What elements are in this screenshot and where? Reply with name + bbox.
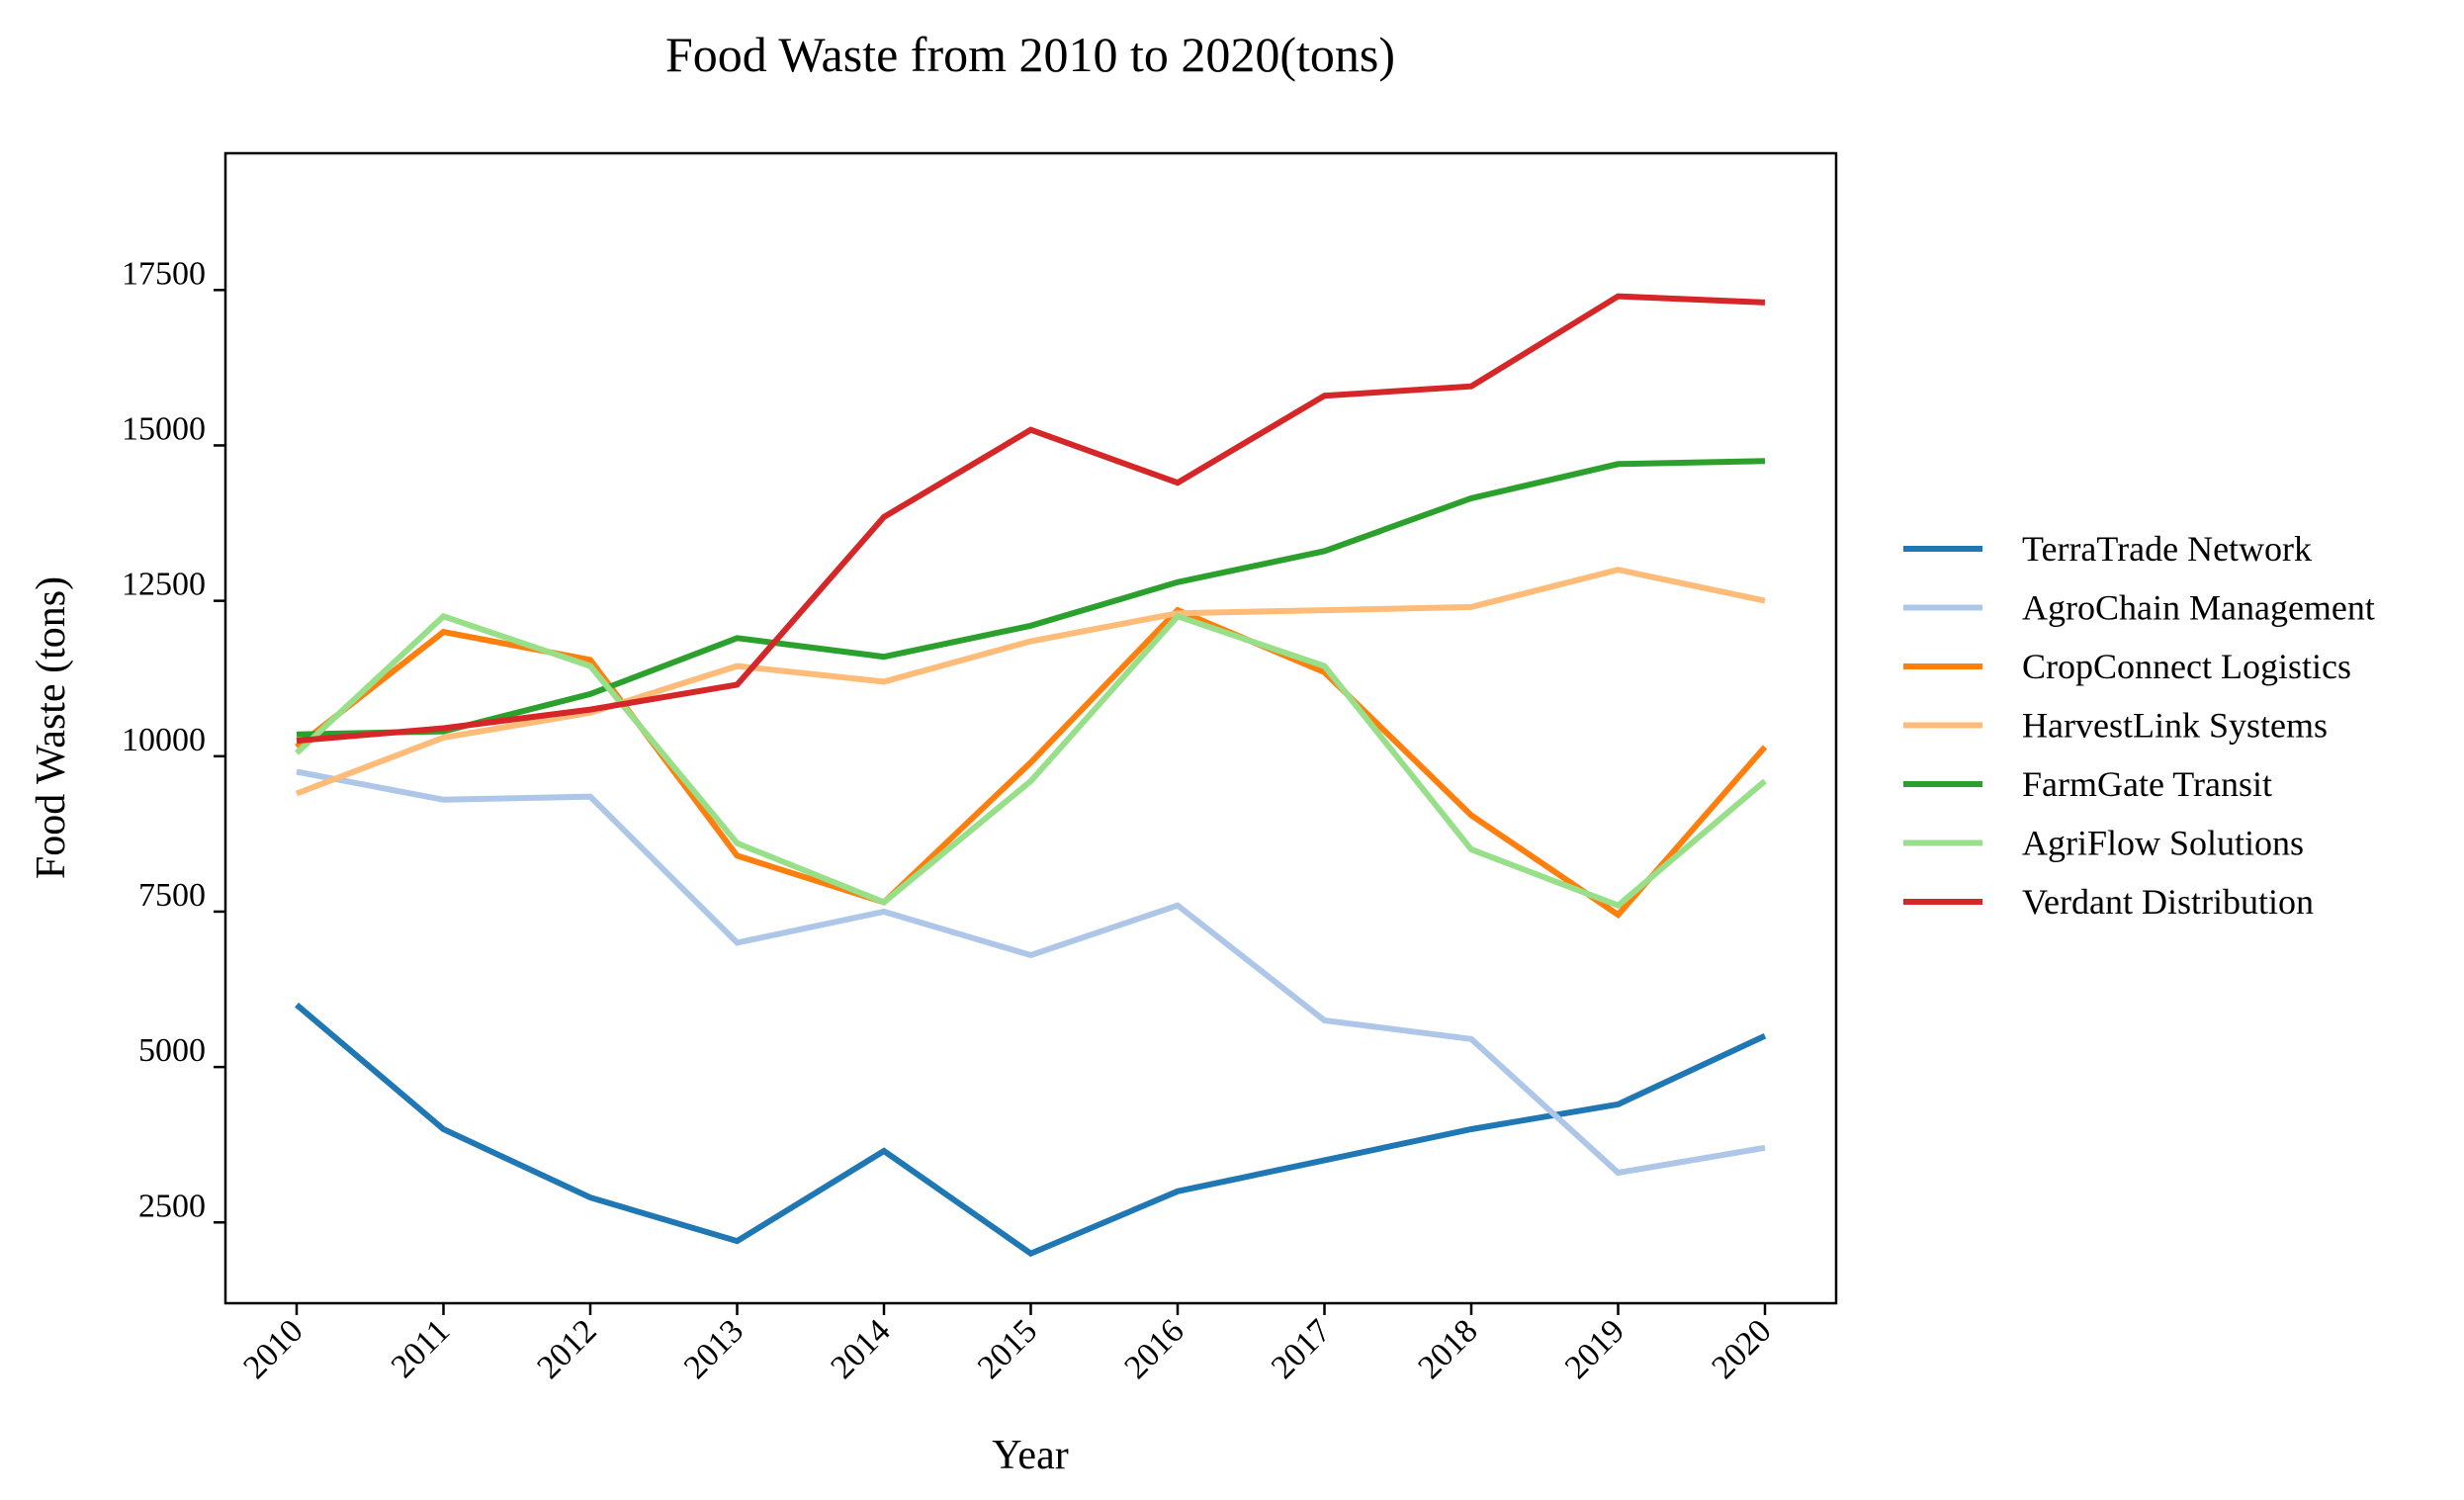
x-tick-label: 2019 [1558, 1312, 1631, 1385]
series-line-6 [296, 293, 1766, 745]
x-tick-label: 2010 [236, 1312, 309, 1385]
legend-label: TerraTrade Network [2022, 529, 2312, 569]
x-tick-label: 2013 [677, 1312, 750, 1385]
series-line-4 [296, 458, 1766, 738]
chart-title: Food Waste from 2010 to 2020(tons) [665, 27, 1395, 82]
y-axis: 2500 5000 7500 10000 12500 15000 17500 [122, 255, 225, 1224]
x-tick-label: 2014 [824, 1312, 897, 1385]
legend-label: CropConnect Logistics [2022, 647, 2351, 686]
x-axis: 2010 2011 2012 2013 2014 2015 2016 2017 2018 2019… [236, 1303, 1779, 1386]
y-tick-label: 12500 [122, 567, 206, 603]
legend-label: HarvestLink Systems [2022, 706, 2328, 746]
legend-label: AgroChain Management [2022, 588, 2375, 628]
x-tick-label: 2016 [1117, 1312, 1190, 1385]
y-tick-label: 10000 [122, 722, 206, 758]
x-tick-label: 2012 [530, 1312, 603, 1385]
series-line-2 [295, 606, 1768, 920]
legend: TerraTrade Network AgroChain Management Cr… [1903, 529, 2375, 922]
series-line-3 [295, 567, 1766, 797]
series-line-1 [296, 768, 1766, 1177]
series-line-5 [294, 612, 1767, 910]
series-line-0 [295, 1002, 1767, 1258]
x-axis-title: Year [992, 1433, 1068, 1478]
legend-label: Verdant Distribution [2022, 882, 2314, 922]
x-tick-label: 2018 [1411, 1312, 1484, 1385]
y-tick-label: 5000 [138, 1032, 206, 1069]
y-axis-title: Food Waste (tons) [29, 576, 74, 879]
y-tick-label: 17500 [122, 255, 206, 292]
x-tick-label: 2020 [1705, 1312, 1778, 1385]
y-tick-label: 2500 [138, 1188, 206, 1224]
legend-label: AgriFlow Solutions [2022, 824, 2304, 863]
legend-label: FarmGate Transit [2022, 764, 2272, 804]
x-tick-label: 2015 [971, 1312, 1044, 1385]
series-layer [294, 293, 1768, 1258]
x-tick-label: 2011 [385, 1312, 457, 1384]
y-tick-label: 7500 [138, 877, 206, 914]
y-tick-label: 15000 [122, 410, 206, 447]
x-tick-label: 2017 [1265, 1312, 1338, 1385]
